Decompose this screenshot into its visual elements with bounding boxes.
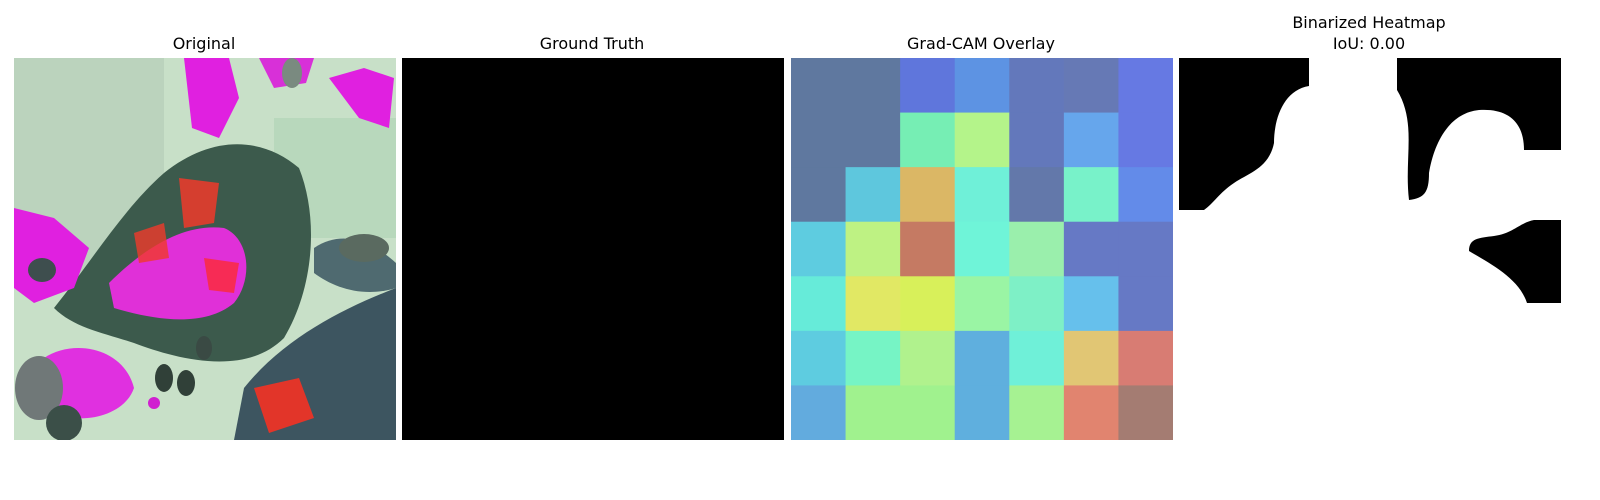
gradcam-cell — [1063, 112, 1120, 168]
gradcam-cell — [900, 276, 956, 332]
gradcam-cell — [1063, 167, 1120, 223]
gradcam-cell — [845, 276, 901, 332]
gradcam-cell — [791, 167, 847, 223]
original-image — [14, 58, 396, 440]
gradcam-cell — [900, 167, 956, 223]
gradcam-cell — [791, 58, 847, 114]
gradcam-cell — [1118, 221, 1173, 277]
gradcam-cell — [954, 221, 1010, 277]
gradcam-cell — [1063, 221, 1120, 277]
gradcam-cell — [1009, 276, 1065, 332]
gradcam-cell — [845, 112, 901, 168]
gradcam-cell — [1009, 330, 1065, 387]
gradcam-cell — [1063, 58, 1120, 114]
gradcam-cell — [900, 112, 956, 168]
ground-truth-mask — [402, 58, 784, 440]
gradcam-cell — [791, 276, 847, 332]
gradcam-cell — [845, 385, 901, 440]
gradcam-cell — [1118, 276, 1173, 332]
gradcam-overlay — [791, 58, 1173, 440]
gradcam-cell — [845, 330, 901, 387]
gradcam-cell — [1063, 385, 1120, 440]
gradcam-cell — [1009, 58, 1065, 114]
gradcam-cell — [1009, 385, 1065, 440]
gradcam-cell — [1118, 112, 1173, 168]
gradcam-cell — [845, 221, 901, 277]
binarized-heatmap — [1179, 58, 1561, 440]
gradcam-cell — [954, 385, 1010, 440]
gradcam-cell — [1118, 167, 1173, 223]
gradcam-cell — [1009, 112, 1065, 168]
gradcam-cell — [954, 112, 1010, 168]
gradcam-cell — [1063, 330, 1120, 387]
gradcam-cell — [900, 385, 956, 440]
original-title: Original — [172, 34, 236, 53]
gradcam-cell — [1118, 385, 1173, 440]
gradcam-cell — [845, 58, 901, 114]
gradcam-title: Grad-CAM Overlay — [907, 34, 1055, 53]
gradcam-cell — [900, 330, 956, 387]
gradcam-cell — [791, 330, 847, 387]
gradcam-cell — [900, 221, 956, 277]
gradcam-cell — [1009, 221, 1065, 277]
gradcam-cell — [954, 58, 1010, 114]
gradcam-cell — [791, 112, 847, 168]
gradcam-cell — [1063, 276, 1120, 332]
gradcam-cell — [900, 58, 956, 114]
gradcam-cell — [791, 221, 847, 277]
binarized-title: Binarized Heatmap IoU: 0.00 — [1292, 13, 1446, 53]
gradcam-cell — [954, 276, 1010, 332]
gradcam-cell — [1118, 58, 1173, 114]
ground-truth-title: Ground Truth — [539, 34, 645, 53]
gradcam-cell — [1118, 330, 1173, 387]
gradcam-cell — [791, 385, 847, 440]
gradcam-cell — [1009, 167, 1065, 223]
gradcam-cell — [845, 167, 901, 223]
gradcam-cell — [954, 167, 1010, 223]
gradcam-cell — [954, 330, 1010, 387]
